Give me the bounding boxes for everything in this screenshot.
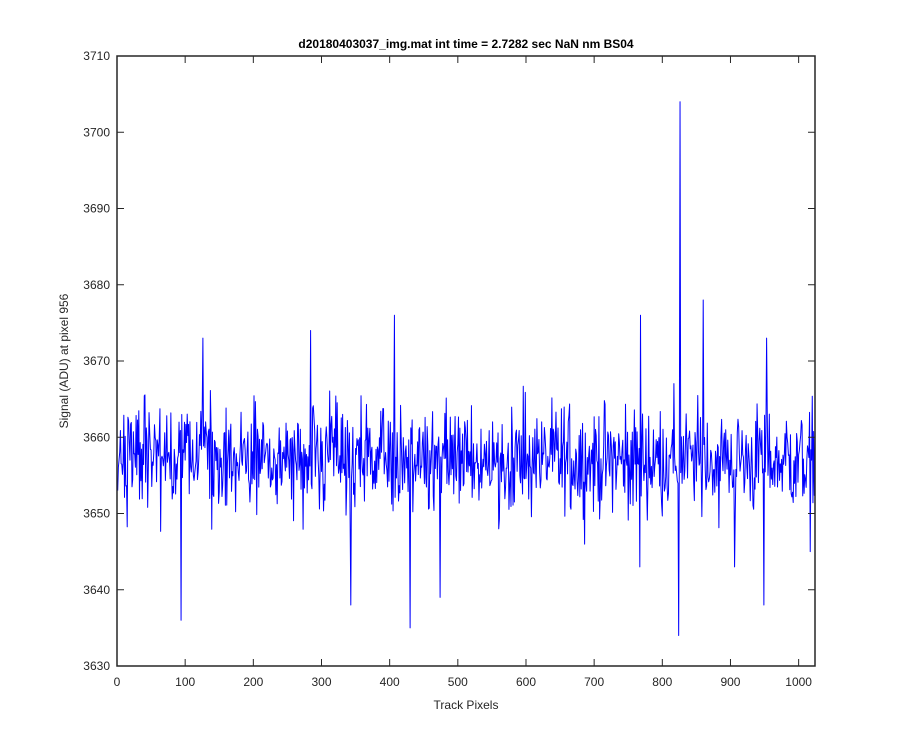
x-tick-label: 900 bbox=[720, 675, 740, 689]
x-tick-label: 800 bbox=[652, 675, 672, 689]
axes-layer: 0 100 200 300 400 500 600 700 800 900 1000 3630 3640… bbox=[83, 49, 816, 689]
x-tick-label: 500 bbox=[448, 675, 468, 689]
y-tick-label: 3710 bbox=[83, 49, 110, 63]
x-tick-label: 0 bbox=[114, 675, 121, 689]
y-tick-label: 3680 bbox=[83, 278, 110, 292]
y-tick-label: 3650 bbox=[83, 507, 110, 521]
y-axis-label: Signal (ADU) at pixel 956 bbox=[57, 293, 71, 428]
x-tick-label: 100 bbox=[175, 675, 195, 689]
x-tick-label: 200 bbox=[243, 675, 263, 689]
y-tick-label: 3670 bbox=[83, 354, 110, 368]
y-tick-label: 3700 bbox=[83, 125, 110, 139]
x-axis-label: Track Pixels bbox=[434, 698, 499, 712]
series-line bbox=[117, 101, 816, 636]
x-tick-label: 300 bbox=[311, 675, 331, 689]
x-tick-label: 700 bbox=[584, 675, 604, 689]
y-tick-label: 3640 bbox=[83, 583, 110, 597]
y-tick-label: 3690 bbox=[83, 202, 110, 216]
y-tick-label: 3660 bbox=[83, 430, 110, 444]
x-tick-label: 600 bbox=[516, 675, 536, 689]
y-tick-label: 3630 bbox=[83, 659, 110, 673]
plot-area bbox=[117, 56, 815, 666]
x-tick-label: 400 bbox=[380, 675, 400, 689]
series-layer bbox=[117, 101, 816, 636]
x-tick-label: 1000 bbox=[785, 675, 812, 689]
chart-title: d20180403037_img.mat int time = 2.7282 s… bbox=[298, 37, 634, 51]
